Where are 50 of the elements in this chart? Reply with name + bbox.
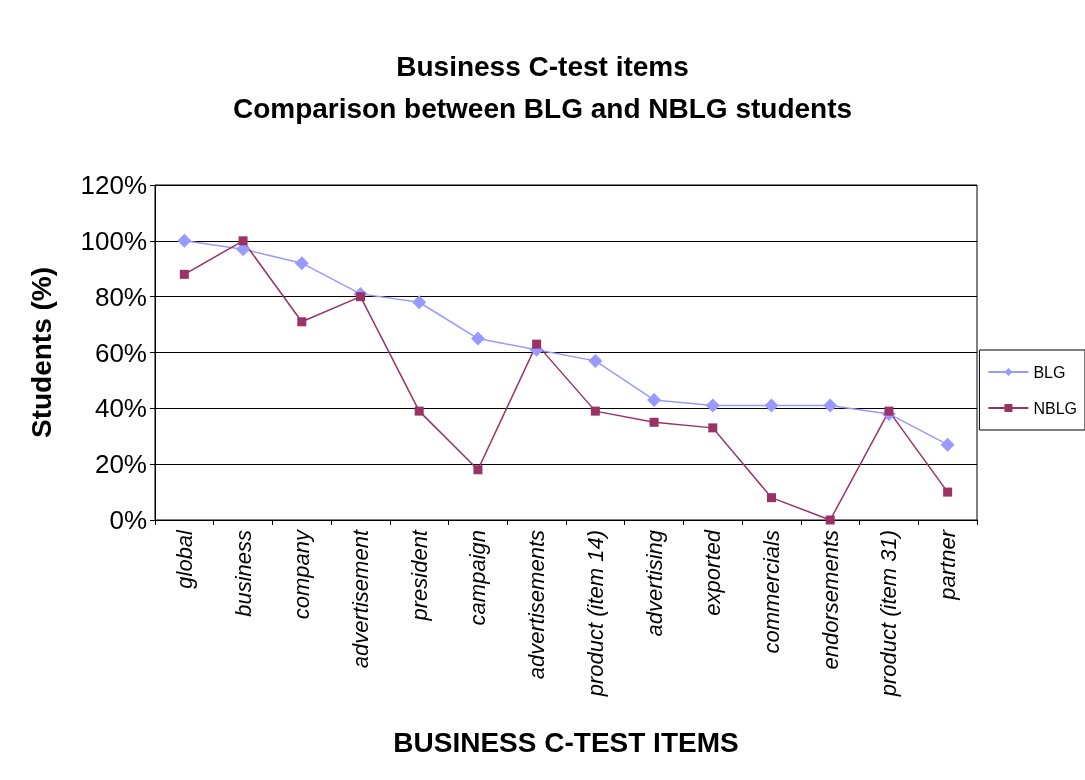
point — [294, 256, 309, 271]
y-tick-label: 60% — [94, 337, 147, 368]
point — [414, 406, 424, 416]
point — [470, 331, 485, 346]
point — [764, 398, 779, 413]
x-tick-label: business — [230, 530, 256, 617]
x-tick-label: advertisement — [348, 529, 373, 669]
point — [588, 353, 603, 368]
point — [473, 465, 483, 475]
legend-label: NBLG — [1033, 399, 1078, 417]
point — [884, 406, 894, 416]
point — [825, 515, 835, 525]
legend-label: BLG — [1033, 363, 1066, 381]
point — [708, 423, 718, 433]
point — [823, 398, 838, 413]
y-tick-label: 0% — [109, 505, 147, 535]
point — [647, 392, 662, 407]
y-tick-label: 20% — [94, 449, 147, 480]
x-tick-label: president — [406, 529, 432, 622]
y-tick-label: 80% — [94, 281, 147, 312]
x-tick-label: product (item 31) — [876, 530, 902, 698]
point — [177, 233, 192, 248]
point — [179, 269, 189, 279]
point — [767, 493, 776, 503]
x-tick-label: company — [289, 528, 315, 620]
point — [649, 417, 659, 427]
x-tick-label: advertisements — [524, 530, 550, 680]
x-axis-title: BUSINESS C-TEST ITEMS — [393, 726, 739, 758]
point — [238, 236, 248, 246]
y-axis-title: Students (%) — [25, 266, 57, 439]
point — [412, 295, 427, 310]
point — [940, 437, 955, 452]
x-tick-label: product (item 14) — [582, 530, 608, 698]
x-tick-label: advertising — [641, 529, 667, 637]
x-tick-label: partner — [935, 528, 961, 601]
point — [532, 339, 542, 349]
x-tick-label: endorsements — [817, 530, 843, 670]
x-tick-label: commercials — [759, 530, 784, 654]
point — [705, 398, 720, 413]
chart-title: Business C-test items Comparison between BLG and NBLG students — [232, 50, 853, 124]
y-tick-label: 40% — [94, 393, 147, 424]
point — [356, 292, 365, 302]
y-tick-label: 100% — [80, 225, 147, 256]
x-tick-label: global — [171, 528, 197, 589]
point — [943, 487, 953, 497]
y-tick-label: 120% — [80, 170, 147, 200]
x-tick-label: campaign — [465, 530, 491, 626]
point — [590, 406, 600, 416]
point — [297, 317, 307, 327]
x-tick-label: exported — [700, 529, 726, 616]
